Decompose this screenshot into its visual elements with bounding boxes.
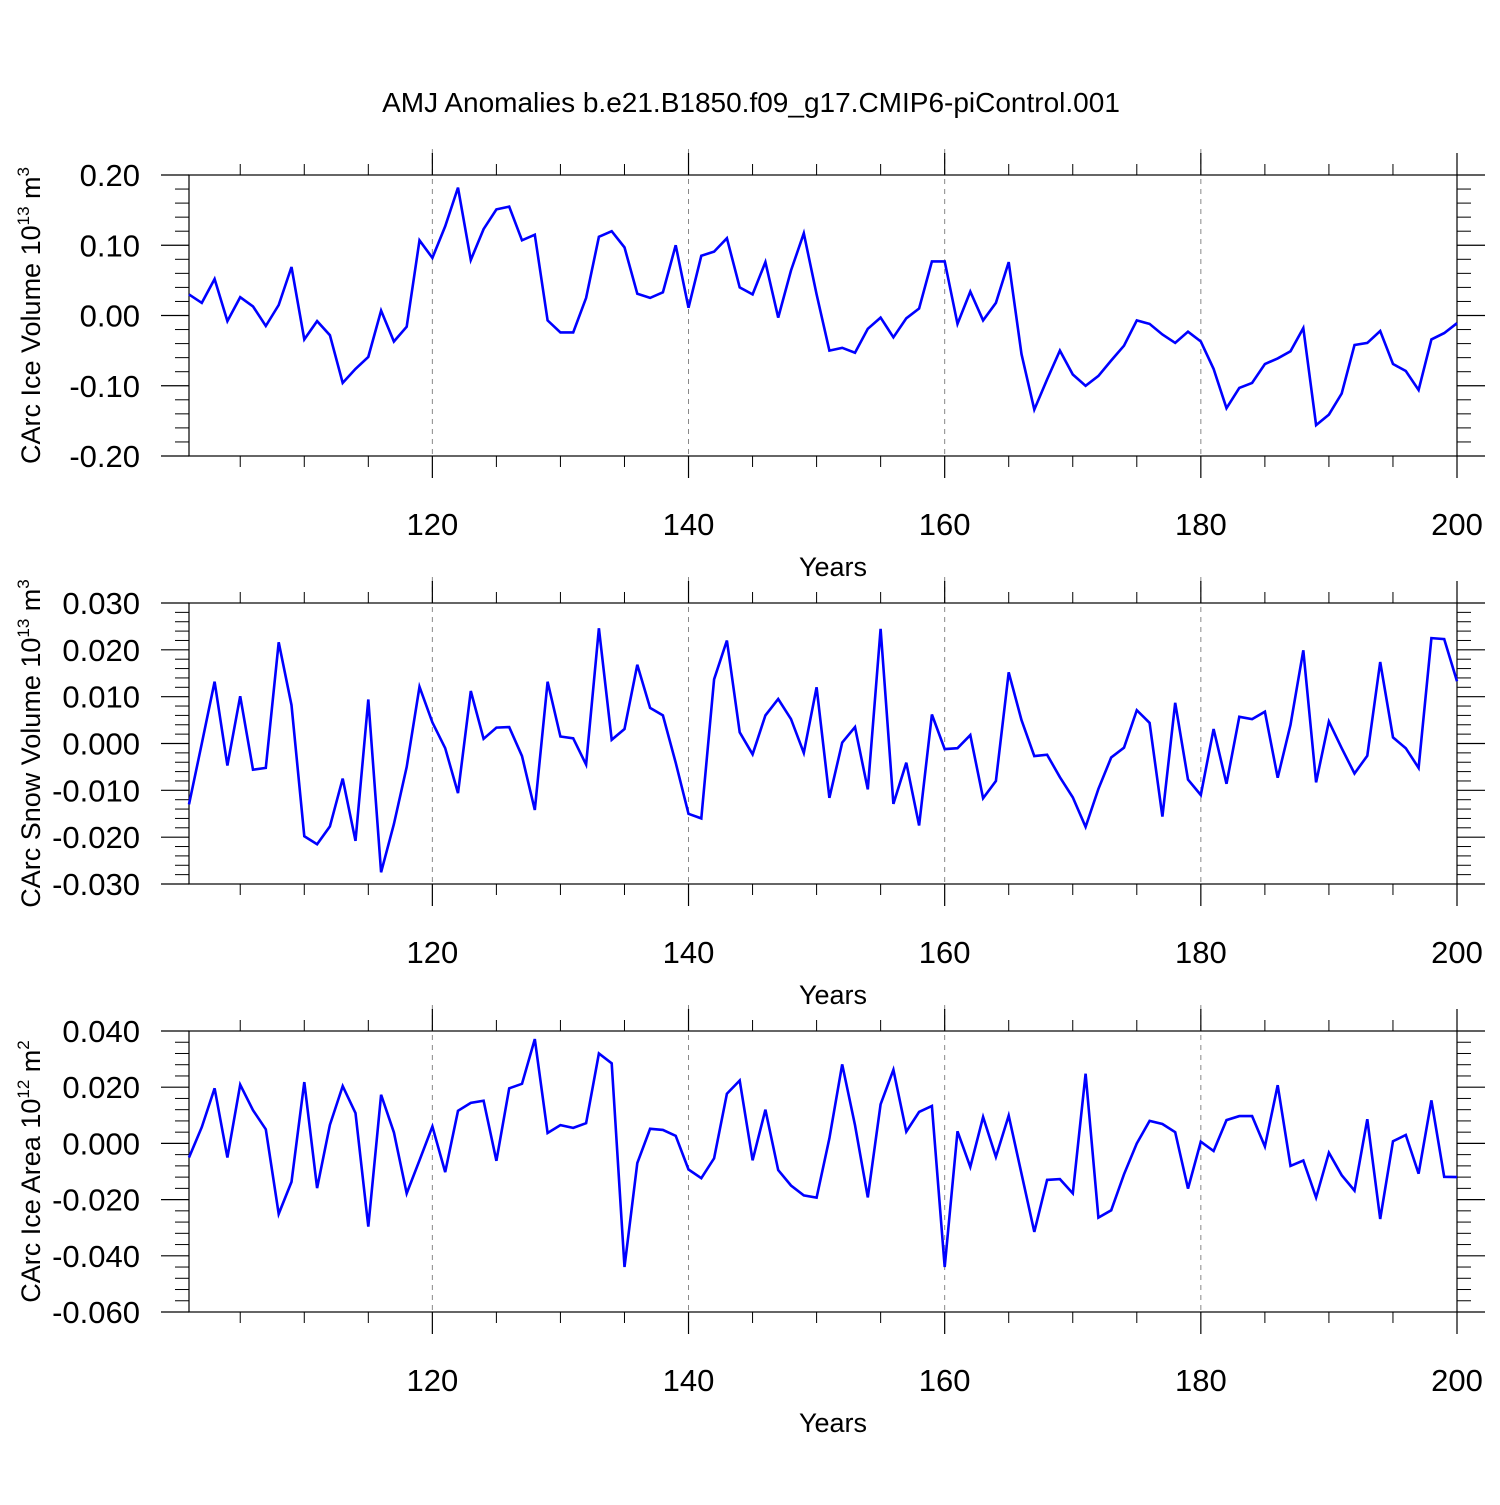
- panel-1-x-tick-label: 200: [1431, 507, 1483, 542]
- panel-2-x-tick-label: 180: [1175, 935, 1227, 970]
- panel-2-x-tick-label: 140: [663, 935, 715, 970]
- panel-2-x-tick-label: 120: [406, 935, 458, 970]
- chart-title: AMJ Anomalies b.e21.B1850.f09_g17.CMIP6-…: [382, 87, 1120, 118]
- panel-1-series-line: [188, 187, 1458, 428]
- panel-1-y-tick-label: -0.10: [69, 369, 140, 404]
- panel-3-y-axis-title: CArc Ice Area 1012 m2: [14, 1040, 46, 1303]
- panel-1: 120 140 160 180 200 -0.20 -0.10 0.00 0.10 0.20 Yea…: [14, 149, 1485, 582]
- panel-3-y-tick-label: -0.020: [52, 1183, 140, 1218]
- panel-3-x-tick-label: 160: [919, 1363, 971, 1398]
- panel-3-y-tick-label: 0.040: [62, 1014, 140, 1049]
- panel-1-y-tick-label: 0.20: [80, 158, 140, 193]
- panel-3-y-tick-label: 0.000: [62, 1126, 140, 1161]
- panel-3-series-line: [187, 1038, 1458, 1268]
- panel-2-y-tick-label: 0.020: [62, 633, 140, 668]
- panel-1-x-tick-label: 120: [406, 507, 458, 542]
- panel-1-x-axis-title: Years: [799, 552, 867, 582]
- panel-2-y-tick-label: -0.020: [52, 820, 140, 855]
- panel-3-x-tick-label: 120: [406, 1363, 458, 1398]
- panel-3: 120 140 160 180 200 -0.060 -0.040 -0.020 0.000 0.…: [14, 1005, 1485, 1438]
- panel-2-series-line: [187, 628, 1459, 873]
- panel-2-y-tick-label: -0.030: [52, 867, 140, 902]
- panel-2-y-tick-label: 0.010: [62, 680, 140, 715]
- panel-3-x-tick-label: 200: [1431, 1363, 1483, 1398]
- panel-1-y-tick-label: 0.00: [80, 299, 140, 334]
- panel-1-x-tick-label: 160: [919, 507, 971, 542]
- panel-2-y-tick-label: 0.030: [62, 586, 140, 621]
- panel-3-x-tick-label: 140: [663, 1363, 715, 1398]
- panel-1-y-tick-label: -0.20: [69, 439, 140, 474]
- panel-1-y-tick-label: 0.10: [80, 228, 140, 263]
- panel-3-plot-frame: [188, 1030, 1458, 1313]
- panel-1-x-tick-label: 180: [1175, 507, 1227, 542]
- panel-2-x-tick-label: 160: [919, 935, 971, 970]
- panel-3-y-tick-label: -0.040: [52, 1239, 140, 1274]
- panel-3-x-tick-label: 180: [1175, 1363, 1227, 1398]
- panel-3-y-tick-label: 0.020: [62, 1070, 140, 1105]
- panel-2-y-axis-title: CArc Snow Volume 1013 m3: [14, 579, 46, 908]
- panel-2: 120 140 160 180 200 -0.030 -0.020 -0.010 0.000 0.…: [14, 577, 1485, 1010]
- panel-1-x-tick-label: 140: [663, 507, 715, 542]
- panel-3-y-tick-label: -0.060: [52, 1295, 140, 1330]
- panel-2-y-tick-label: -0.010: [52, 773, 140, 808]
- panel-1-y-axis-title: CArc Ice Volume 1013 m3: [14, 167, 46, 464]
- panel-3-x-axis-title: Years: [799, 1408, 867, 1438]
- panel-2-x-axis-title: Years: [799, 980, 867, 1010]
- panel-2-x-tick-label: 200: [1431, 935, 1483, 970]
- panel-2-y-tick-label: 0.000: [62, 727, 140, 762]
